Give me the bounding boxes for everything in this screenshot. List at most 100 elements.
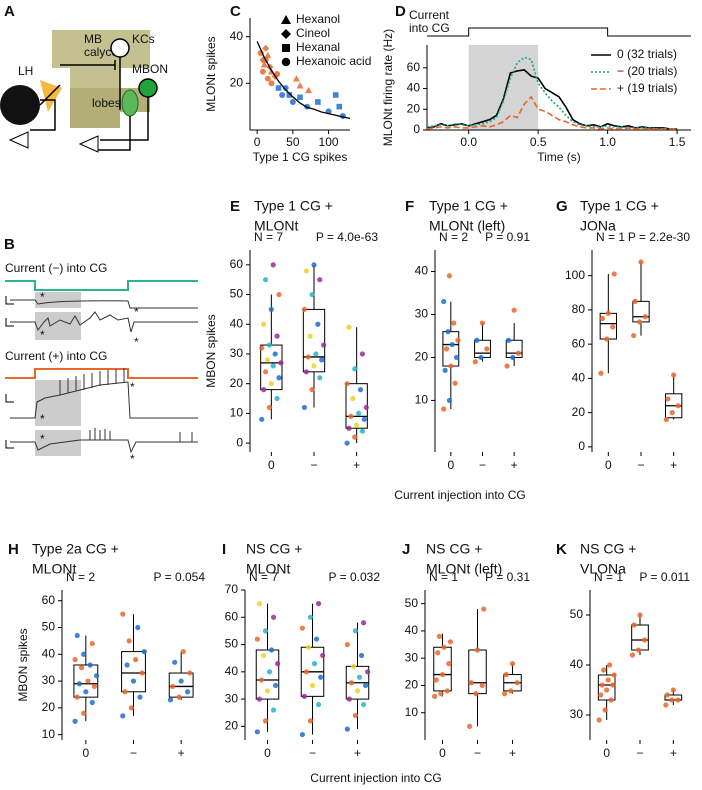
p-label: P = 4.0e-63 <box>316 230 378 244</box>
x-tick-label: 0 <box>254 135 261 149</box>
data-point <box>303 268 309 274</box>
data-point <box>264 357 271 363</box>
data-point <box>479 320 486 326</box>
data-point <box>637 612 643 618</box>
data-point <box>272 351 278 357</box>
asterisk: * <box>40 290 45 304</box>
kc-axon <box>60 57 121 110</box>
marker <box>296 82 304 89</box>
marker <box>281 15 291 24</box>
data-point <box>508 688 514 694</box>
data-point <box>169 683 176 690</box>
data-point <box>254 729 260 735</box>
data-point <box>348 680 355 686</box>
data-point <box>446 661 452 667</box>
x-tick-label: 1.0 <box>599 135 616 149</box>
panel-letter: B <box>4 236 15 253</box>
p-label: P = 0.054 <box>154 570 206 584</box>
p-label: P = 0.011 <box>639 570 690 584</box>
data-point <box>474 337 480 343</box>
y-tick-label: 10 <box>405 705 419 719</box>
data-point <box>321 342 327 348</box>
panel-title: JONa <box>580 218 616 234</box>
data-point <box>315 601 322 607</box>
data-point <box>266 404 273 411</box>
data-point <box>139 670 145 676</box>
data-point <box>124 662 130 668</box>
data-point <box>72 657 78 663</box>
data-point <box>605 310 611 316</box>
data-point <box>611 271 617 277</box>
data-point <box>313 636 320 642</box>
y-tick-label: 20 <box>405 678 419 692</box>
data-point <box>120 713 126 719</box>
x-tick-label: + <box>670 746 677 760</box>
y-tick-label: 20 <box>415 350 429 364</box>
panel-letter: D <box>395 3 406 20</box>
data-point <box>442 367 448 373</box>
x-tick-label: 0 <box>264 746 271 760</box>
data-point <box>254 636 260 642</box>
x-tick-label: + <box>670 458 677 472</box>
data-point <box>472 359 478 365</box>
data-point <box>256 696 262 702</box>
data-point <box>446 273 453 279</box>
mbon-soma <box>138 78 158 98</box>
legend-label: − (20 trials) <box>617 64 677 78</box>
trace <box>10 311 198 333</box>
data-point <box>264 688 271 694</box>
n-label: N = 2 <box>66 570 95 584</box>
y-tick-label: 40 <box>415 264 429 278</box>
series-line <box>426 56 678 130</box>
data-point <box>473 691 479 697</box>
y-tick-label: 0 <box>578 439 585 453</box>
panel-title: VLONa <box>580 561 626 577</box>
x-tick-label: + <box>353 458 360 472</box>
data-point <box>435 650 441 656</box>
marker <box>282 44 290 52</box>
box <box>302 308 326 373</box>
asterisk: * <box>134 305 139 319</box>
y-tick-label: 60 <box>572 336 586 350</box>
data-point <box>256 601 262 607</box>
data-point <box>301 404 307 411</box>
data-point <box>309 387 315 393</box>
y-tick-label: 40 <box>570 657 584 671</box>
data-point <box>301 306 307 313</box>
data-point <box>268 381 274 387</box>
asterisk: * <box>134 335 139 349</box>
n-label: N = 1 <box>594 570 623 584</box>
data-point <box>635 647 642 653</box>
y-tick-label: 0 <box>413 122 420 136</box>
x-tick-label: − <box>637 458 644 472</box>
data-point <box>360 620 367 626</box>
stimulus-step <box>427 27 691 37</box>
stimulus-label: Current <box>409 8 450 22</box>
data-point <box>358 652 365 659</box>
marker <box>292 75 300 82</box>
data-point <box>438 691 444 697</box>
y-tick-label: 30 <box>405 650 419 664</box>
x-tick-label: 50 <box>286 135 300 149</box>
shade <box>35 380 81 426</box>
panel-title: MLONt (left) <box>429 218 505 234</box>
shade <box>35 292 81 308</box>
data-point <box>631 622 637 628</box>
data-point <box>87 662 93 668</box>
y-tick-label: 60 <box>42 593 56 607</box>
y-tick-label: 20 <box>407 101 421 115</box>
y-tick-label: 20 <box>42 700 56 714</box>
data-point <box>141 649 147 655</box>
data-point <box>76 681 82 687</box>
y-tick-label: 20 <box>230 376 244 390</box>
data-point <box>359 351 366 357</box>
legend-label: Cineol <box>296 26 330 40</box>
data-point <box>629 652 636 658</box>
x-tick-label: 0 <box>439 746 446 760</box>
data-point <box>81 710 87 716</box>
data-point <box>93 673 100 679</box>
data-point <box>446 397 453 404</box>
y-tick-label: 20 <box>572 405 586 419</box>
data-point <box>451 320 457 326</box>
data-point <box>307 718 314 724</box>
